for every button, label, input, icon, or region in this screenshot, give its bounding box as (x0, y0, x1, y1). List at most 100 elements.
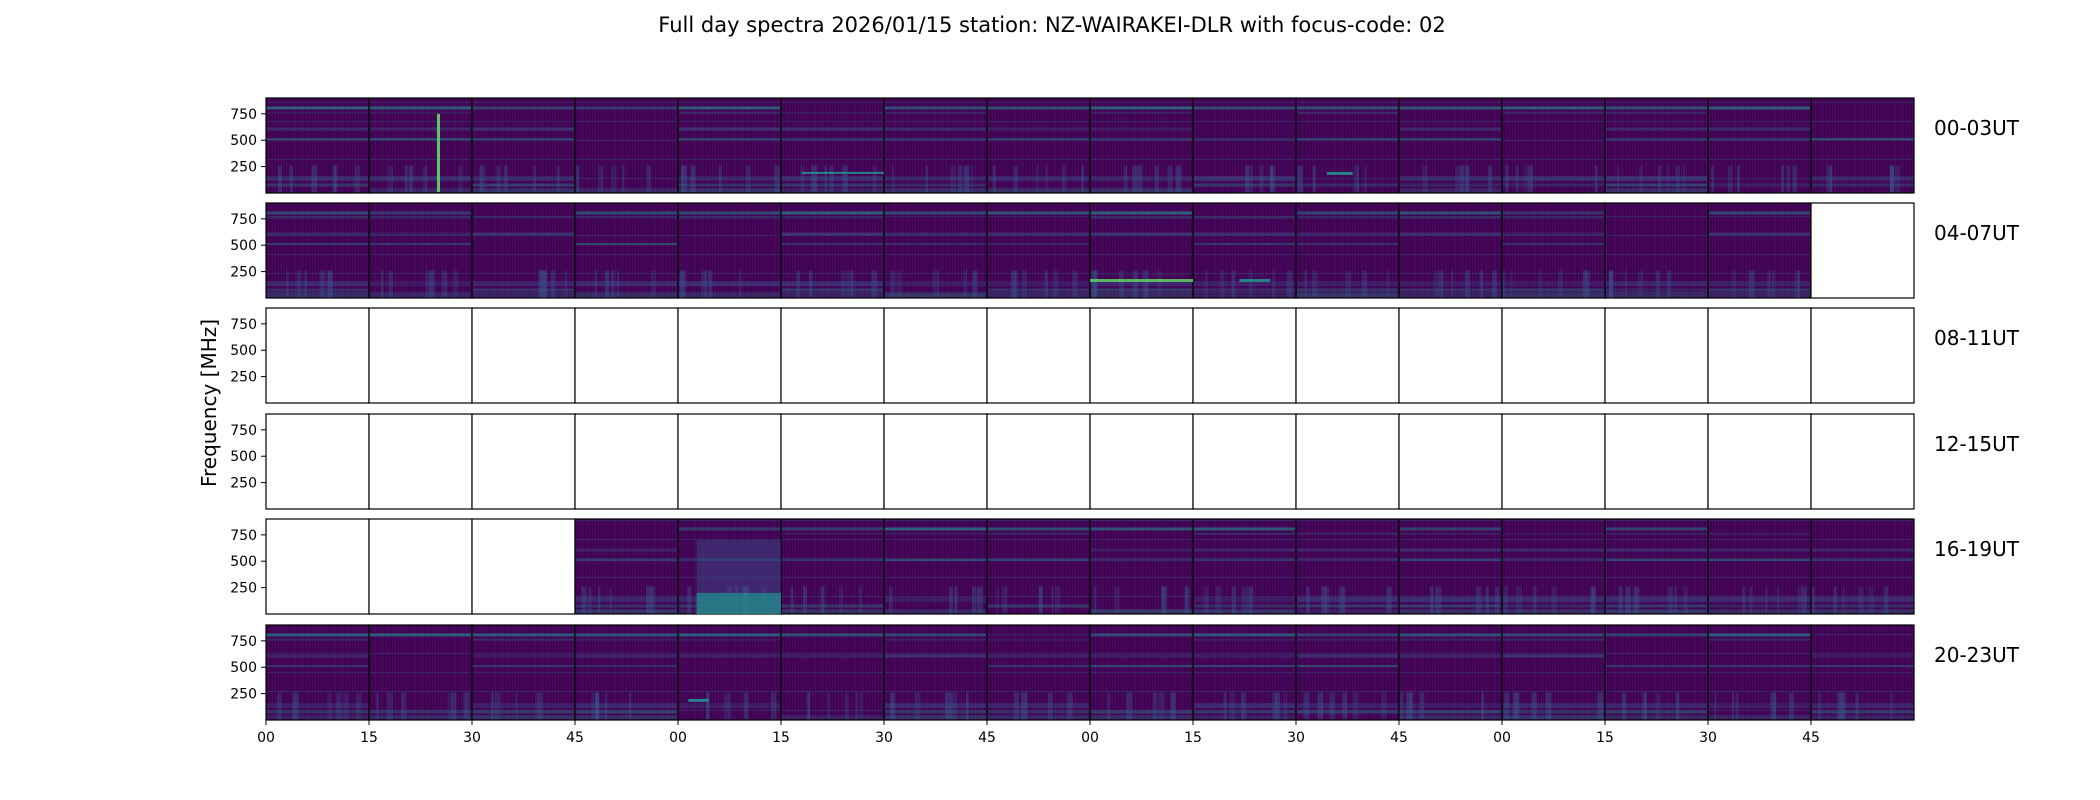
spectrum-panel-image (1399, 98, 1502, 193)
spectral-band (884, 183, 987, 187)
spectrum-panel (1501, 518, 1606, 615)
spectral-band (472, 281, 575, 287)
spectral-band (1090, 232, 1193, 236)
spectrum-panel-image (884, 625, 987, 720)
empty-panel (574, 413, 679, 510)
spectral-band (884, 654, 987, 658)
broadband-burst (936, 270, 940, 299)
broadband-burst (1013, 692, 1020, 721)
broadband-burst (343, 692, 350, 721)
broadband-burst (1476, 586, 1479, 615)
spectral-band (575, 211, 678, 215)
broadband-burst (704, 270, 707, 299)
spectrum-panel (1501, 202, 1606, 299)
spectral-band (1811, 665, 1914, 668)
broadband-burst (1137, 165, 1143, 194)
spectral-band (1193, 527, 1296, 531)
spectral-band (1502, 703, 1605, 709)
broadband-burst (1538, 270, 1542, 299)
spectral-band (1090, 111, 1193, 114)
broadband-burst (1296, 165, 1299, 194)
spectral-band (1193, 703, 1296, 709)
broadband-burst (1062, 165, 1066, 194)
broadband-burst (1215, 586, 1222, 615)
broadband-burst (1597, 692, 1604, 721)
empty-panel (1604, 307, 1709, 404)
broadband-burst (963, 165, 970, 194)
spectral-band (781, 532, 884, 535)
spectral-band (472, 188, 575, 193)
x-tick-label: 00 (257, 730, 275, 746)
spectral-band (575, 633, 678, 637)
broadband-burst (859, 692, 864, 721)
spectral-band (369, 710, 472, 714)
spectrum-panel (1604, 97, 1709, 194)
spectrum-panel-image (472, 625, 575, 720)
broadband-burst (706, 692, 709, 721)
spectrum-panel-image (1399, 625, 1502, 720)
broadband-burst (953, 586, 958, 615)
spectral-band (575, 604, 678, 608)
broadband-burst (1797, 586, 1802, 615)
broadband-burst (1184, 586, 1189, 615)
spectrum-panel-image (575, 203, 678, 298)
broadband-burst (1515, 692, 1520, 721)
spectral-band (1708, 532, 1811, 535)
broadband-burst (971, 165, 974, 194)
empty-panel-area (1605, 308, 1708, 403)
broadband-burst (1608, 270, 1613, 299)
spectral-band (987, 654, 1090, 658)
spectrum-panel-image (575, 519, 678, 614)
broadband-burst (1673, 586, 1678, 615)
broadband-burst (1067, 692, 1073, 721)
spectrum-panel (1398, 202, 1503, 299)
spectral-band (1502, 633, 1605, 637)
spectrum-panel-image (369, 625, 472, 720)
spectral-band (266, 127, 369, 131)
spectral-band (1193, 633, 1296, 637)
spectral-band (1399, 188, 1502, 193)
broadband-burst (1727, 165, 1733, 194)
spectral-band (1502, 604, 1605, 608)
spectral-band (1502, 288, 1605, 292)
broadband-burst (576, 165, 580, 194)
broadband-burst (1462, 165, 1469, 194)
x-tick-label: 45 (978, 730, 996, 746)
broadband-burst (1167, 165, 1173, 194)
spectral-band (472, 232, 575, 236)
spectral-band (781, 111, 884, 114)
panel-frame (1810, 624, 1915, 721)
broadband-burst (1345, 270, 1352, 299)
spectral-band (1708, 703, 1811, 709)
spectral-band (1605, 548, 1708, 552)
spectral-band (884, 281, 987, 287)
spectral-band (1193, 176, 1296, 182)
spectrum-panel (1398, 97, 1503, 194)
broadband-burst (1409, 692, 1412, 721)
spectral-band (1605, 288, 1708, 292)
broadband-burst (1024, 692, 1028, 721)
spectrum-panel (1398, 518, 1503, 615)
broadband-burst (891, 165, 895, 194)
broadband-burst (289, 165, 293, 194)
broadband-burst (949, 586, 953, 615)
spectrum-panel-image (1502, 203, 1605, 298)
spectral-band (884, 106, 987, 110)
empty-panel-area (1296, 308, 1399, 403)
broadband-burst (646, 165, 651, 194)
y-tick-label: 750 (230, 634, 257, 650)
empty-panel (471, 307, 576, 404)
broadband-burst (1171, 692, 1176, 721)
spectrum-panel (986, 97, 1091, 194)
spectral-band (369, 633, 472, 637)
spectral-band (1399, 710, 1502, 714)
broadband-burst (1594, 165, 1598, 194)
spectral-band (1605, 176, 1708, 182)
spectral-band (1811, 604, 1914, 608)
spectral-band (1399, 176, 1502, 182)
broadband-burst (996, 586, 999, 615)
empty-panel (986, 307, 1091, 404)
spectral-band (884, 638, 987, 641)
spectral-band (1399, 548, 1502, 552)
spectral-band (884, 597, 987, 603)
